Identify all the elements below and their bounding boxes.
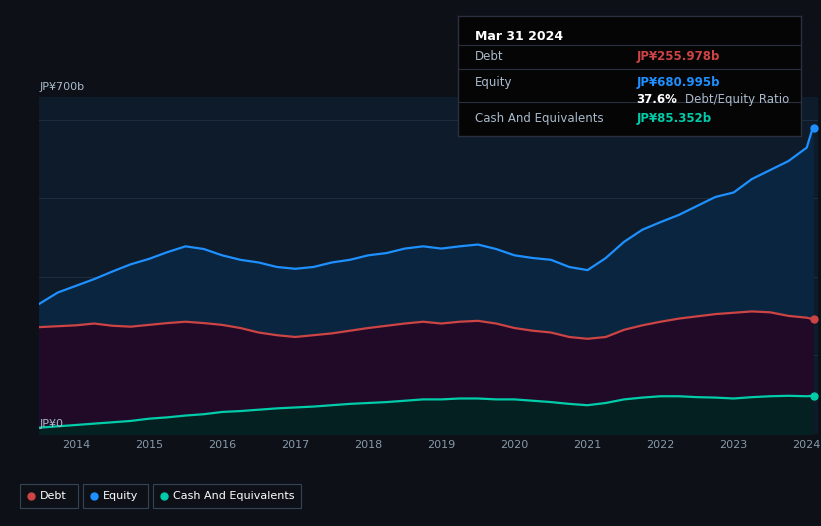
Text: JP¥700b: JP¥700b	[39, 82, 85, 92]
Text: Equity: Equity	[475, 76, 513, 89]
Text: Debt: Debt	[40, 491, 67, 501]
Text: 37.6%: 37.6%	[636, 93, 677, 106]
FancyBboxPatch shape	[153, 484, 301, 508]
Text: Cash And Equivalents: Cash And Equivalents	[475, 113, 604, 125]
Text: JP¥680.995b: JP¥680.995b	[636, 76, 720, 89]
Text: JP¥85.352b: JP¥85.352b	[636, 113, 712, 125]
Text: Debt: Debt	[475, 50, 504, 63]
FancyBboxPatch shape	[20, 484, 78, 508]
Text: JP¥0: JP¥0	[39, 419, 63, 429]
Text: Mar 31 2024: Mar 31 2024	[475, 30, 563, 43]
Text: Cash And Equivalents: Cash And Equivalents	[173, 491, 295, 501]
Text: Equity: Equity	[103, 491, 139, 501]
Text: JP¥255.978b: JP¥255.978b	[636, 50, 720, 63]
FancyBboxPatch shape	[83, 484, 148, 508]
Text: Debt/Equity Ratio: Debt/Equity Ratio	[685, 93, 789, 106]
